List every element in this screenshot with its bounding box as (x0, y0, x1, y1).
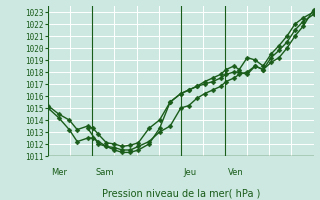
Text: Mer: Mer (51, 168, 67, 177)
Text: Sam: Sam (95, 168, 114, 177)
Text: Jeu: Jeu (183, 168, 196, 177)
Text: Ven: Ven (228, 168, 244, 177)
Text: Pression niveau de la mer( hPa ): Pression niveau de la mer( hPa ) (102, 189, 260, 199)
